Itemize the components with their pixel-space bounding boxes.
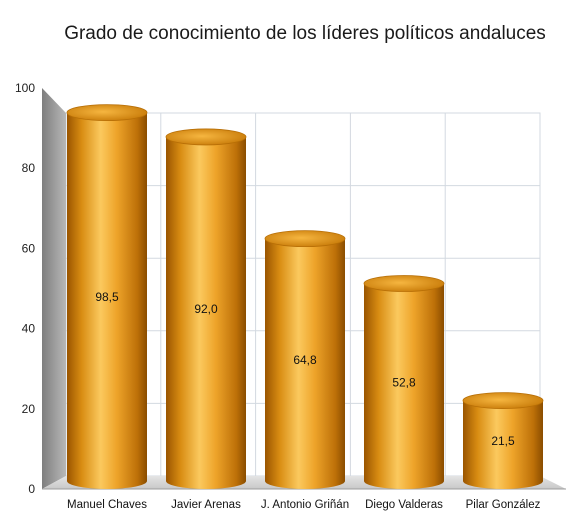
bar: 21,5: [462, 392, 544, 489]
x-tick-label: J. Antonio Griñán: [261, 499, 349, 511]
x-axis: Manuel Chaves Javier Arenas J. Antonio Gri…: [67, 499, 541, 511]
y-tick-label: 20: [22, 402, 36, 416]
y-tick-label: 80: [22, 161, 36, 175]
bar-body: [166, 136, 246, 490]
x-tick-label: Diego Valderas: [365, 499, 443, 511]
chart-title: Grado de conocimiento de los líderes pol…: [64, 23, 546, 44]
bar: 52,8: [363, 275, 445, 489]
y-tick-label: 60: [22, 241, 36, 255]
data-label: 21,5: [491, 434, 515, 448]
x-tick-label: Javier Arenas: [171, 499, 241, 511]
x-tick-label: Manuel Chaves: [67, 499, 147, 511]
bar: 98,5: [66, 104, 148, 489]
data-label: 64,8: [293, 353, 317, 367]
y-tick-label: 100: [15, 81, 35, 95]
side-wall: [42, 88, 66, 489]
bar-series: 98,5 92,0 64,8 52,8 21,5: [66, 104, 544, 490]
bar-top: [363, 275, 445, 292]
data-label: 98,5: [95, 290, 119, 304]
bar: 64,8: [264, 230, 346, 489]
bar-body: [364, 283, 444, 489]
data-label: 92,0: [194, 302, 218, 316]
bar-body: [67, 112, 147, 489]
bar-body: [463, 400, 543, 489]
data-label: 52,8: [392, 375, 416, 389]
y-tick-label: 40: [22, 322, 36, 336]
y-axis: 0 20 40 60 80 100: [15, 81, 35, 496]
bar-body: [265, 238, 345, 489]
x-tick-label: Pilar González: [466, 499, 541, 511]
bar-top: [66, 104, 148, 122]
bar: 92,0: [165, 128, 247, 490]
bar-top: [462, 392, 544, 409]
bar-top: [165, 128, 247, 146]
y-tick-label: 0: [28, 482, 35, 496]
bar-top: [264, 230, 346, 248]
